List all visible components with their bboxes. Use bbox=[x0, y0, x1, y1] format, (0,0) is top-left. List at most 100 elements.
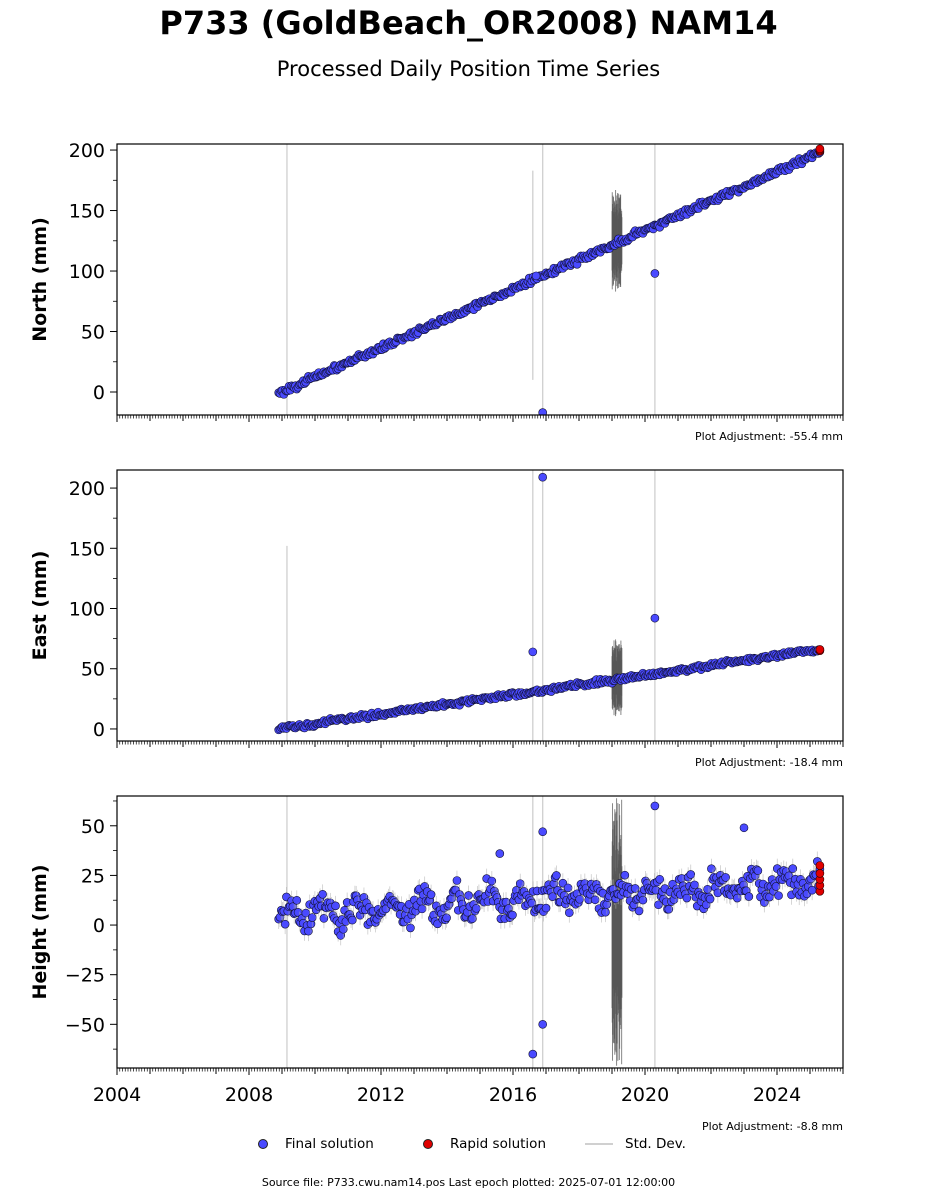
height-final-point bbox=[682, 893, 692, 903]
north-outlier-point bbox=[650, 269, 660, 278]
east-outlier-point bbox=[650, 613, 660, 623]
east-outlier-point bbox=[538, 472, 548, 482]
height-xtick-label: 2016 bbox=[489, 1084, 537, 1106]
height-outlier-point bbox=[538, 827, 548, 837]
height-ytick-label: 25 bbox=[81, 865, 105, 887]
height-final-point bbox=[686, 870, 696, 879]
height-final-point bbox=[705, 894, 715, 904]
north-plot-area bbox=[274, 144, 825, 415]
source-footer: Source file: P733.cwu.nam14.pos Last epo… bbox=[261, 1176, 676, 1189]
east-rapid-point bbox=[815, 645, 825, 654]
height-ytick-label: 0 bbox=[93, 915, 105, 937]
chart-subtitle: Processed Daily Position Time Series bbox=[276, 57, 661, 81]
height-plot-area bbox=[274, 796, 825, 1068]
height-ytick-label: 50 bbox=[81, 816, 105, 838]
height-final-point bbox=[406, 923, 415, 933]
height-ytick-label: −50 bbox=[65, 1014, 105, 1036]
east-axis-label: East (mm) bbox=[29, 551, 51, 661]
legend-std-line bbox=[585, 1143, 613, 1145]
height-final-point bbox=[690, 880, 699, 890]
height-final-point bbox=[638, 895, 648, 905]
height-final-point bbox=[541, 903, 551, 913]
height-outlier-point bbox=[538, 1020, 548, 1029]
height-frame bbox=[116, 795, 844, 1069]
north-axis-label: North (mm) bbox=[29, 217, 51, 342]
height-final-point bbox=[331, 901, 340, 911]
height-final-point bbox=[664, 904, 674, 914]
legend-std: Std. Dev. bbox=[585, 1136, 686, 1152]
height-final-point bbox=[630, 884, 640, 893]
east-plot-area bbox=[274, 470, 825, 741]
height-rapid-point bbox=[815, 869, 825, 878]
height-final-point bbox=[721, 873, 730, 882]
north-frame bbox=[116, 143, 844, 416]
legend-std-label: Std. Dev. bbox=[625, 1136, 686, 1152]
height-final-point bbox=[707, 864, 716, 874]
height-outlier-point bbox=[528, 1049, 538, 1059]
height-final-point bbox=[654, 900, 663, 910]
height-final-point bbox=[487, 876, 497, 886]
height-outlier-point bbox=[495, 849, 505, 858]
height-final-point bbox=[753, 866, 763, 875]
height-outlier-point bbox=[739, 823, 749, 833]
legend: Final solution Rapid solution Std. Dev. bbox=[0, 1136, 937, 1158]
east-ytick-label: 200 bbox=[69, 478, 105, 500]
height-xtick-label: 2012 bbox=[357, 1084, 405, 1106]
chart-title: P733 (GoldBeach_OR2008) NAM14 bbox=[159, 4, 778, 42]
height-final-point bbox=[788, 864, 798, 873]
height-final-point bbox=[468, 914, 477, 923]
east-ytick-label: 0 bbox=[93, 719, 105, 741]
height-final-point bbox=[442, 913, 451, 923]
height-final-point bbox=[548, 892, 557, 901]
north-ytick-label: 0 bbox=[93, 382, 105, 404]
height-outlier-point bbox=[650, 801, 660, 811]
height-final-point bbox=[508, 910, 517, 920]
legend-final-marker bbox=[258, 1139, 268, 1149]
height-final-point bbox=[565, 908, 574, 918]
height-xtick-label: 2020 bbox=[621, 1084, 669, 1106]
legend-rapid: Rapid solution bbox=[423, 1136, 546, 1152]
height-final-point bbox=[292, 895, 302, 905]
east-panel: 0 50 100 150 200 East (mm) Plot Adjustment: -1… bbox=[29, 469, 844, 769]
height-final-point bbox=[634, 906, 644, 916]
height-final-point bbox=[338, 924, 348, 934]
height-final-point bbox=[744, 892, 754, 901]
height-final-point bbox=[601, 907, 610, 917]
height-final-point bbox=[319, 914, 329, 923]
height-final-point bbox=[280, 919, 290, 929]
east-ytick-label: 150 bbox=[69, 538, 105, 560]
height-xtick-label: 2004 bbox=[93, 1084, 141, 1106]
height-axis-label: Height (mm) bbox=[29, 864, 51, 999]
height-final-point bbox=[307, 913, 317, 922]
height-final-point bbox=[417, 904, 427, 914]
legend-final-label: Final solution bbox=[285, 1136, 374, 1152]
north-outlier-point bbox=[531, 271, 541, 281]
height-final-point bbox=[472, 904, 481, 913]
height-adjustment-label: Plot Adjustment: -8.8 mm bbox=[702, 1120, 843, 1133]
north-adjustment-label: Plot Adjustment: -55.4 mm bbox=[695, 430, 843, 443]
height-final-point bbox=[348, 915, 357, 925]
height-final-point bbox=[552, 871, 561, 880]
legend-rapid-label: Rapid solution bbox=[450, 1136, 546, 1152]
north-ytick-label: 150 bbox=[69, 201, 105, 223]
height-ytick-label: −25 bbox=[65, 965, 105, 987]
height-final-point bbox=[318, 890, 327, 899]
east-ytick-label: 100 bbox=[69, 599, 105, 621]
height-final-point bbox=[655, 874, 665, 884]
height-final-point bbox=[464, 891, 473, 900]
north-rapid-point bbox=[815, 144, 825, 154]
north-outlier-point bbox=[538, 408, 547, 415]
height-xtick-label: 2008 bbox=[225, 1084, 273, 1106]
east-adjustment-label: Plot Adjustment: -18.4 mm bbox=[695, 756, 843, 769]
legend-final: Final solution bbox=[258, 1136, 374, 1152]
north-panel: 0 50 100 150 200 North (mm) Plot Adjustment: -… bbox=[29, 140, 844, 443]
east-ytick-label: 50 bbox=[81, 659, 105, 681]
north-ytick-label: 50 bbox=[81, 322, 105, 344]
height-final-point bbox=[620, 870, 630, 880]
height-final-point bbox=[426, 890, 436, 899]
height-final-point bbox=[452, 876, 462, 885]
legend-rapid-marker bbox=[423, 1139, 433, 1149]
height-final-point bbox=[774, 891, 783, 900]
height-xtick-label: 2024 bbox=[753, 1084, 801, 1106]
